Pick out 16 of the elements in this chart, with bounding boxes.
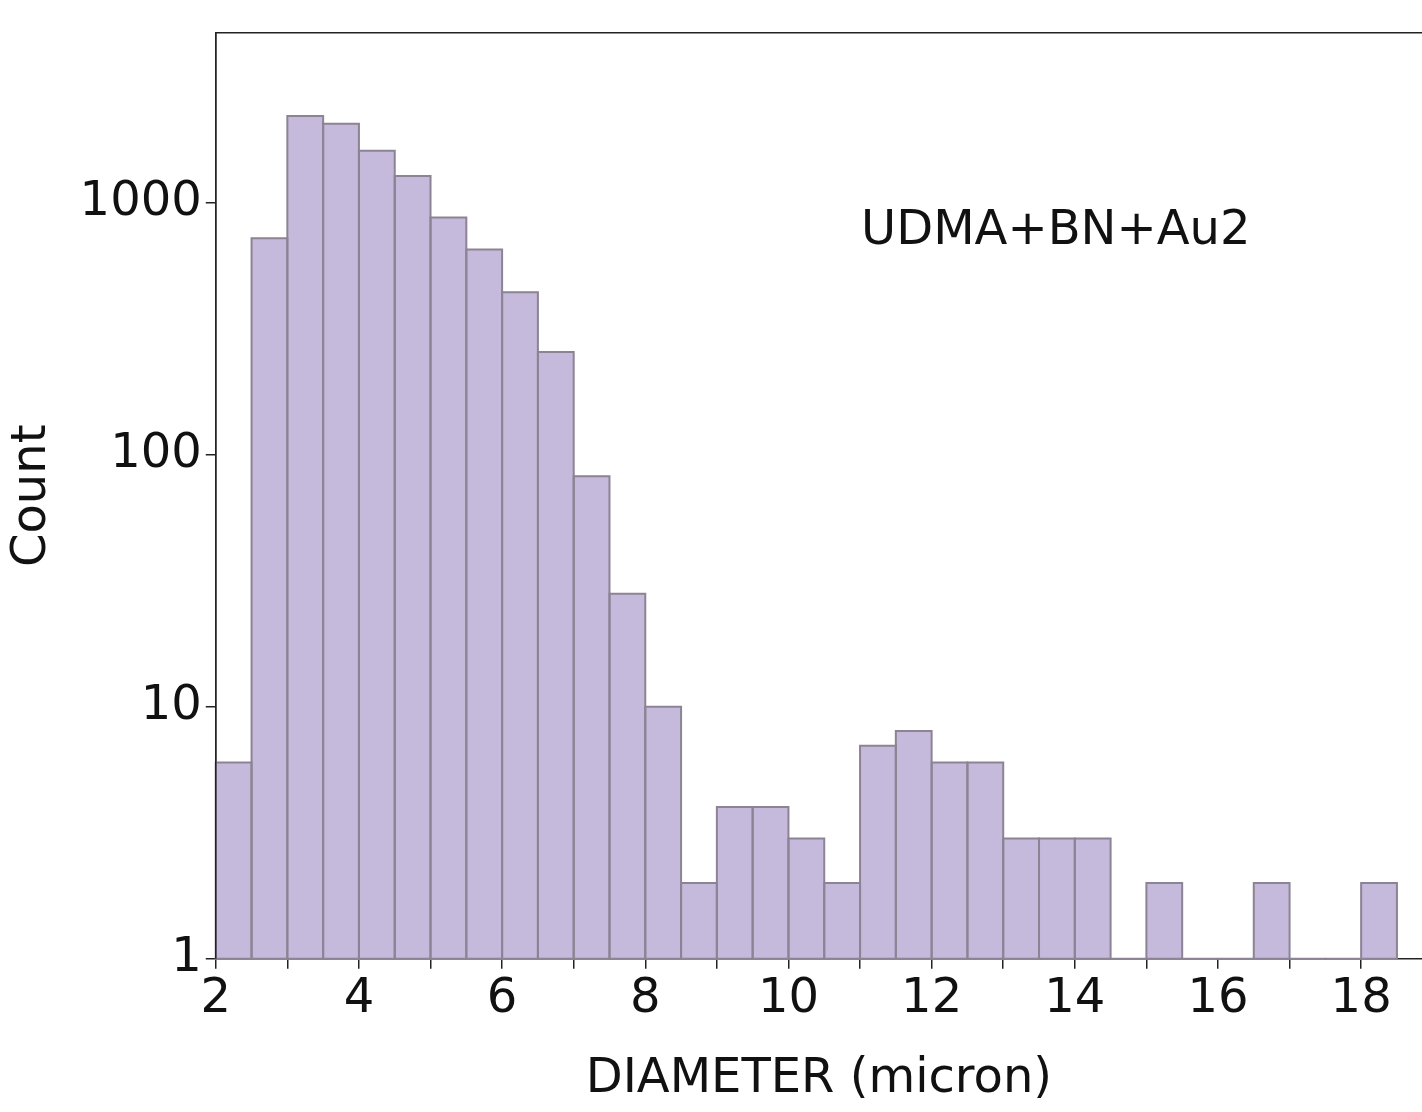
x-tick-label: 14 xyxy=(1044,967,1106,1024)
y-tick-label: 10 xyxy=(140,674,202,731)
x-tick-label: 6 xyxy=(486,967,518,1024)
x-tick-label: 4 xyxy=(343,967,375,1024)
x-tick-label: 12 xyxy=(901,967,963,1024)
x-tick-label: 10 xyxy=(757,967,819,1024)
x-axis-title: DIAMETER (micron) xyxy=(585,1046,1053,1103)
x-tick-label: 18 xyxy=(1330,967,1392,1024)
x-tick-label: 8 xyxy=(630,967,661,1024)
x-tick-label: 2 xyxy=(200,967,232,1024)
y-tick-label: 1000 xyxy=(79,169,202,226)
annotation: UDMA+BN+Au2 xyxy=(861,199,1251,256)
x-tick-label: 16 xyxy=(1187,967,1249,1024)
y-tick-label: 1 xyxy=(171,926,202,983)
y-axis-title: Count xyxy=(0,424,57,568)
y-tick-label: 100 xyxy=(110,421,202,478)
